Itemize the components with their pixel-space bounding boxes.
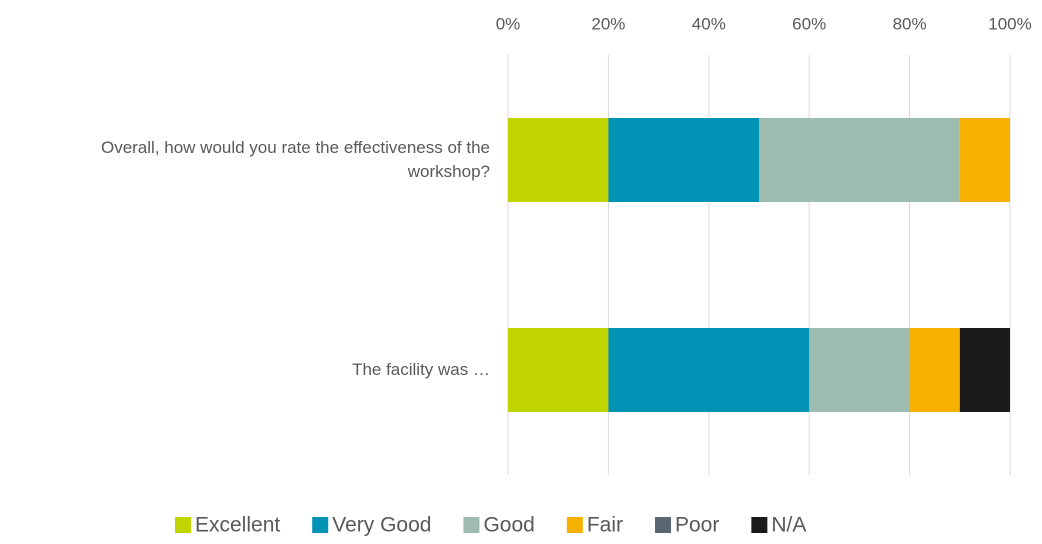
bar-segment [508,328,609,412]
x-tick-label: 60% [792,14,826,33]
bar-segment [508,118,609,202]
legend-label: Very Good [332,514,431,537]
legend-swatch [312,517,329,533]
legend-label: Good [483,514,534,537]
category-label: Overall, how would you rate the effectiv… [100,138,490,181]
legend-label: Poor [675,514,719,537]
bar-segment [909,328,960,412]
bar-segment [959,328,1010,412]
legend-swatch [751,517,768,533]
legend-swatch [655,517,671,533]
category-label: The facility was … [352,360,490,379]
x-tick-label: 0% [496,14,521,33]
x-tick-label: 40% [692,14,726,33]
legend-label: N/A [771,514,806,537]
legend-label: Fair [587,514,623,537]
bar-segment [959,118,1010,202]
legend-swatch [175,517,191,533]
bar-segment [608,328,810,412]
legend-swatch [463,517,480,533]
legend-label: Excellent [195,514,280,537]
x-tick-label: 100% [988,14,1031,33]
bar-segment [759,118,960,202]
bar-segment [608,118,759,202]
bar-segment [809,328,910,412]
x-tick-label: 20% [591,14,625,33]
legend-swatch [566,517,583,533]
x-tick-label: 80% [893,14,927,33]
